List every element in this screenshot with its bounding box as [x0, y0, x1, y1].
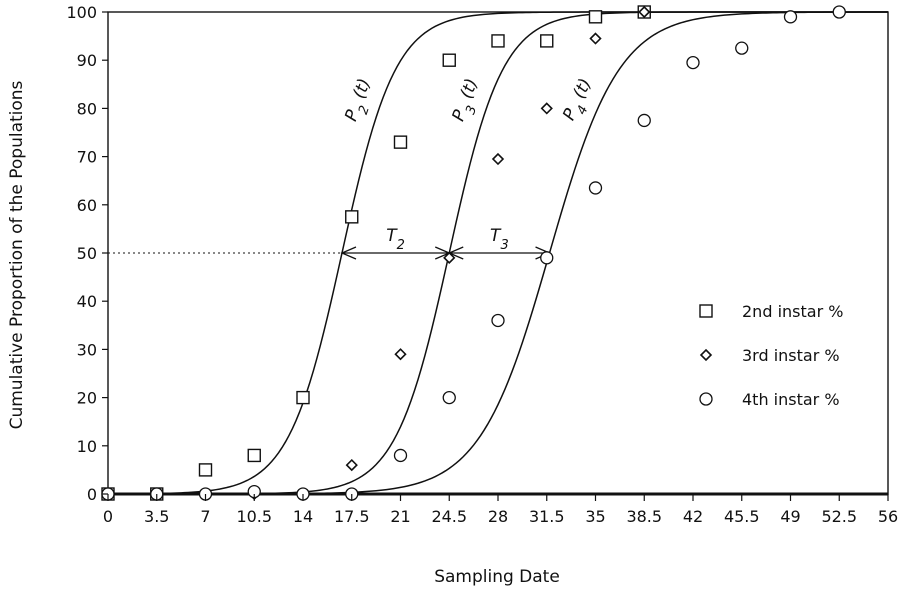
- x-tick-label: 35: [585, 507, 605, 526]
- y-tick-label: 0: [87, 485, 97, 504]
- axis-ticks: 0 3.5 7 10.5 14 17.5 21 24.5 28 31.5 35 38.5 42 45.5 4…: [66, 3, 898, 526]
- data-point-diamond: [345, 458, 358, 472]
- data-point-circle: [735, 41, 749, 55]
- data-point-circle: [491, 313, 505, 328]
- arrowhead-left: [340, 246, 357, 260]
- legend: 2nd instar % 3rd instar % 4th instar %: [699, 302, 843, 409]
- data-point-square: [540, 34, 554, 48]
- data-point-diamond: [589, 32, 602, 45]
- interval-annotations: T2 T3: [340, 226, 552, 260]
- data-point-circle: [588, 181, 603, 195]
- data-point-square: [198, 463, 213, 477]
- data-point-circle: [832, 5, 846, 19]
- series-circle: [101, 5, 846, 501]
- y-tick-label: 10: [77, 437, 97, 456]
- legend-label: 4th instar %: [742, 390, 840, 409]
- x-tick-label: 10.5: [236, 507, 272, 526]
- x-tick-label: 7: [200, 507, 210, 526]
- x-tick-label: 42: [683, 507, 703, 526]
- x-tick-label: 14: [293, 507, 313, 526]
- x-tick-label: 52.5: [821, 507, 857, 526]
- x-tick-label: 21: [390, 507, 410, 526]
- y-tick-label: 100: [66, 3, 97, 22]
- data-point-square: [393, 135, 408, 149]
- x-tick-label: 45.5: [724, 507, 760, 526]
- data-point-square: [491, 34, 505, 48]
- fitted-curves: P2 (t)P3 (t)P4 (t): [107, 11, 888, 495]
- x-tick-label: 38.5: [626, 507, 662, 526]
- y-tick-label: 60: [77, 196, 97, 215]
- legend-label: 3rd instar %: [742, 346, 840, 365]
- x-tick-label: 49: [780, 507, 800, 526]
- data-point-square: [296, 390, 310, 405]
- y-tick-label: 30: [77, 340, 97, 359]
- series-square: [101, 5, 651, 501]
- data-point-circle: [783, 10, 798, 24]
- y-tick-label: 50: [77, 244, 97, 263]
- x-tick-label: 17.5: [334, 507, 370, 526]
- x-tick-label: 31.5: [529, 507, 565, 526]
- y-tick-label: 70: [77, 148, 97, 167]
- data-point-square: [345, 210, 359, 224]
- x-tick-label: 3.5: [144, 507, 169, 526]
- x-axis-label: Sampling Date: [434, 567, 560, 587]
- y-tick-label: 20: [77, 389, 97, 408]
- data-point-circle: [393, 448, 408, 463]
- data-point-circle: [540, 251, 554, 265]
- data-point-diamond: [638, 5, 651, 19]
- y-tick-label: 80: [77, 99, 97, 118]
- fitted-curve-4: [108, 11, 888, 495]
- y-tick-label: 40: [77, 292, 97, 311]
- data-point-diamond: [491, 152, 505, 166]
- interval-label-2: T2: [386, 226, 405, 253]
- data-point-diamond: [394, 348, 407, 361]
- data-point-circle: [637, 113, 651, 128]
- data-point-square: [442, 53, 456, 67]
- interval-label-3: T3: [490, 226, 509, 253]
- x-tick-label: 24.5: [431, 507, 467, 526]
- x-tick-label: 56: [878, 507, 898, 526]
- y-tick-label: 90: [77, 51, 97, 70]
- data-point-circle: [442, 390, 456, 405]
- legend-marker-square: [699, 304, 713, 318]
- legend-marker-circle: [699, 392, 713, 406]
- x-tick-label: 28: [488, 507, 508, 526]
- data-point-diamond: [540, 102, 553, 115]
- data-point-square: [588, 10, 603, 24]
- legend-label: 2nd instar %: [742, 302, 843, 321]
- x-tick-label: 0: [103, 507, 113, 526]
- curve-label-4: P4 (t): [559, 75, 602, 126]
- data-point-circle: [686, 55, 700, 70]
- data-point-square: [247, 448, 261, 463]
- legend-marker-diamond: [699, 348, 713, 362]
- data-point-diamond: [443, 251, 456, 264]
- y-axis-label: Cumulative Proportion of the Populations: [7, 80, 27, 429]
